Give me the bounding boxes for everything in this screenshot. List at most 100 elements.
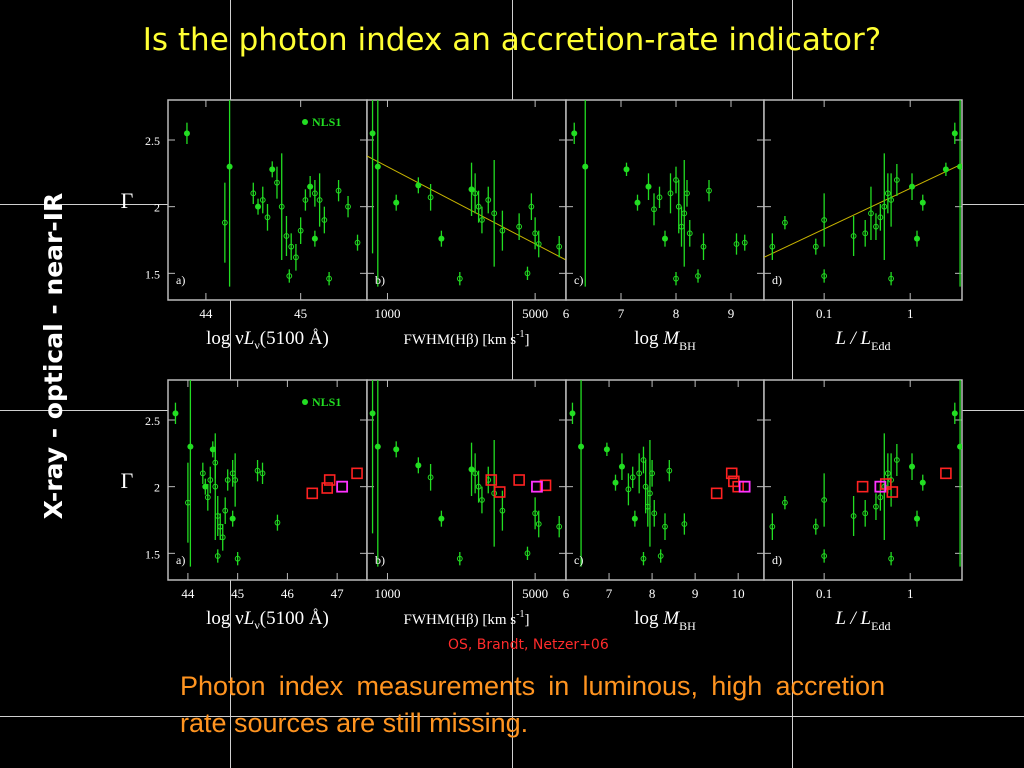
data-point (782, 499, 788, 506)
new-source-marker (306, 487, 319, 500)
data-point (535, 521, 542, 527)
x-axis-label-subscript: Edd (871, 339, 890, 353)
data-point-nls1 (393, 199, 400, 206)
panel-c: 6 7 8 9 c) log MBH (563, 99, 765, 353)
data-point-nls1 (645, 183, 652, 190)
data-point (316, 197, 323, 203)
panel-a: 44 45 46 47 a) NLS1 log νLν(5100 Å) (167, 379, 368, 632)
data-point (214, 553, 221, 559)
data-point (219, 534, 226, 541)
data-point (812, 243, 819, 250)
panel-frame (167, 379, 368, 581)
data-point-nls1 (255, 203, 262, 210)
new-source-marker (323, 474, 336, 486)
x-axis-label-part: L / L (835, 328, 872, 349)
x-axis-label-part: log ν (206, 328, 244, 349)
x-axis-label: FWHM(Hβ) [km s-1] (404, 329, 530, 348)
x-tick-label: 9 (692, 586, 699, 601)
data-point (199, 470, 206, 477)
x-tick-label: 0.1 (816, 306, 832, 321)
panel-letter: a) (176, 553, 185, 567)
new-source-marker (940, 467, 952, 480)
data-point (427, 194, 434, 201)
data-point (893, 457, 900, 463)
data-point-nls1 (571, 130, 578, 137)
data-point (516, 223, 523, 230)
summary-text: Photon index measurements in luminous, h… (180, 671, 885, 738)
x-tick-label: 10 (732, 586, 745, 601)
data-point-nls1 (909, 183, 916, 190)
data-point-nls1 (618, 463, 625, 470)
panel-d: 0.1 1 d) L / LEdd (763, 99, 963, 353)
data-point (812, 523, 819, 530)
data-point (629, 474, 636, 481)
x-tick-label: 5000 (522, 586, 548, 601)
legend-marker (302, 119, 308, 125)
data-point (700, 243, 707, 250)
x-axis-label-superscript: -1 (516, 329, 524, 340)
panel-d: 0.1 1 d) L / LEdd (763, 379, 963, 633)
data-point (456, 275, 463, 282)
legend-label: NLS1 (312, 395, 341, 409)
x-axis-label-subscript: ν (254, 618, 260, 632)
data-point (862, 230, 869, 237)
new-source-highlight-marker (531, 480, 543, 493)
y-tick-label: 1.5 (145, 267, 160, 281)
x-axis-label-part: (5100 Å) (260, 608, 329, 629)
panel-data (769, 380, 962, 567)
x-tick-label: 8 (673, 306, 680, 321)
top-row: Γ 1.5 2 2.5 44 45 a) NLS1 log νLν(5100 Å) 1000 500… (121, 99, 963, 353)
x-tick-label: 44 (181, 586, 195, 601)
y-tick-label: 2 (154, 481, 160, 495)
new-source-marker (886, 486, 899, 498)
panel-frame (763, 99, 963, 301)
data-point (695, 273, 701, 279)
data-point (888, 555, 895, 562)
data-point (881, 203, 888, 210)
new-source-marker (485, 474, 498, 486)
x-tick-label: 6 (563, 586, 570, 601)
data-point-nls1 (942, 166, 949, 173)
data-point (657, 553, 664, 559)
panel-frame (763, 379, 963, 581)
x-axis-label-part: M (662, 328, 680, 349)
x-axis-label-part: log (634, 608, 663, 629)
panel-data (172, 380, 363, 567)
new-source-marker (493, 486, 506, 498)
data-point (681, 521, 688, 527)
new-source-marker (725, 467, 738, 480)
data-point (250, 190, 257, 197)
data-point-nls1 (393, 446, 400, 453)
new-source-marker (539, 479, 552, 492)
data-point (893, 177, 900, 183)
data-point (821, 497, 828, 503)
data-point (345, 203, 351, 210)
panel-frame (366, 99, 567, 301)
data-point (850, 513, 857, 519)
x-axis-label-subscript: BH (679, 339, 696, 353)
data-point (479, 217, 485, 223)
data-point-nls1 (634, 199, 641, 206)
data-point (475, 483, 482, 490)
citation: OS, Brandt, Netzer+06 (448, 637, 609, 653)
panel-frame (565, 99, 765, 301)
x-tick-label: 44 (199, 306, 213, 321)
data-point-nls1 (612, 479, 619, 486)
data-point-nls1 (951, 410, 958, 417)
new-source-marker (732, 480, 744, 493)
data-point-nls1 (578, 443, 585, 450)
data-point-nls1 (311, 235, 318, 242)
data-point (821, 217, 828, 223)
legend-label: NLS1 (312, 115, 341, 129)
panel-letter: c) (574, 273, 583, 287)
x-axis-label-subscript: Edd (871, 619, 890, 633)
data-point (259, 197, 266, 203)
data-point (321, 217, 328, 223)
data-point (204, 494, 211, 501)
x-tick-label: 6 (563, 306, 570, 321)
slide-title: Is the photon index an accretion-rate in… (142, 22, 882, 58)
data-point (868, 210, 874, 217)
data-point-nls1 (914, 235, 921, 242)
panel-frame (366, 379, 567, 581)
x-tick-label: 1000 (374, 586, 400, 601)
